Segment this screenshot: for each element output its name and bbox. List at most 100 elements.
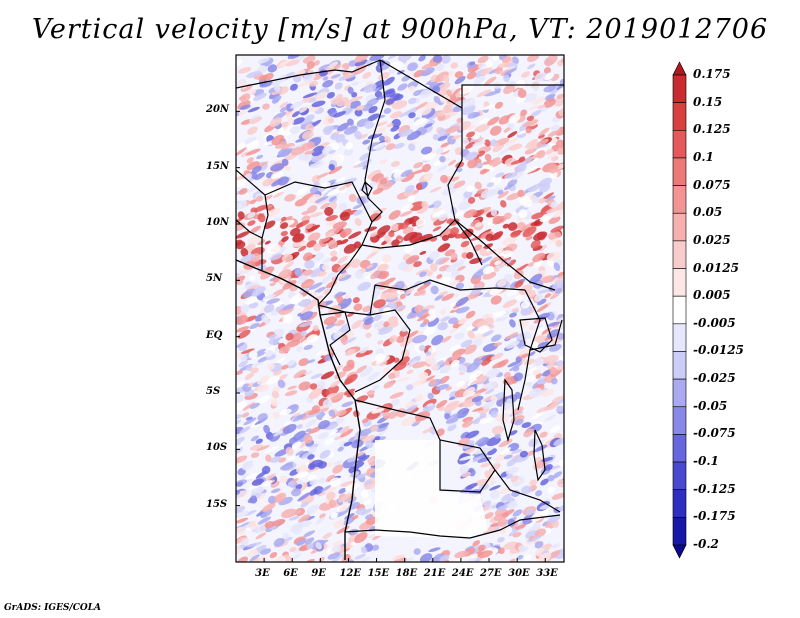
field-blob <box>277 373 288 382</box>
field-blob <box>458 316 470 325</box>
field-blob <box>421 163 431 173</box>
field-blob <box>305 428 312 433</box>
field-blob <box>547 363 555 370</box>
colorbar-label: -0.125 <box>693 481 736 496</box>
field-blob <box>340 480 356 487</box>
field-blob <box>538 198 546 204</box>
field-blob <box>396 335 405 344</box>
field-blob <box>302 252 313 262</box>
field-blob <box>399 210 413 217</box>
field-blob <box>440 316 451 322</box>
field-blob <box>298 245 307 252</box>
field-blob <box>494 67 503 75</box>
x-tick-label: 24E <box>451 568 474 579</box>
field-blob <box>531 212 544 220</box>
field-blob <box>466 124 477 131</box>
field-blob <box>328 477 341 488</box>
field-blob <box>320 371 335 380</box>
field-blob <box>468 370 483 380</box>
field-blob <box>377 225 391 235</box>
field-blob <box>499 485 513 494</box>
field-blob <box>404 557 414 562</box>
field-blob <box>516 79 526 89</box>
field-blob <box>281 236 289 242</box>
field-blob <box>311 150 326 163</box>
field-blob <box>497 279 507 288</box>
field-blob <box>420 146 433 155</box>
field-blob <box>370 436 381 444</box>
field-blob <box>308 409 319 416</box>
field-blob <box>528 535 542 543</box>
field-blob <box>384 234 392 243</box>
field-blob <box>314 196 329 203</box>
field-blob <box>358 428 373 437</box>
field-blob <box>390 111 403 119</box>
field-blob <box>317 271 328 277</box>
field-blob <box>266 363 275 371</box>
field-blob <box>472 141 486 146</box>
field-blob <box>268 333 277 339</box>
field-blob <box>520 301 531 309</box>
field-blob <box>483 381 498 390</box>
field-blob <box>510 230 521 238</box>
field-blob <box>556 394 564 402</box>
field-blob <box>477 55 489 64</box>
field-blob <box>429 186 442 193</box>
field-blob <box>322 264 330 271</box>
field-blob <box>494 260 502 266</box>
field-blob <box>419 271 427 278</box>
field-blob <box>438 128 447 137</box>
field-blob <box>406 369 414 374</box>
field-blob <box>391 118 401 128</box>
field-blob <box>520 353 530 359</box>
field-blob <box>334 371 347 380</box>
field-blob <box>467 556 478 562</box>
y-tick-label: 5N <box>206 273 223 285</box>
field-blob <box>432 133 440 141</box>
field-blob <box>240 248 249 257</box>
field-blob <box>503 67 518 76</box>
field-blob <box>498 547 505 555</box>
field-blob <box>486 436 501 447</box>
field-blob <box>512 509 523 517</box>
field-blob <box>501 56 512 63</box>
field-blob <box>423 172 433 181</box>
field-blob <box>301 451 313 459</box>
field-blob <box>325 219 338 227</box>
field-blob <box>362 71 372 79</box>
field-blob <box>303 370 313 375</box>
field-blob <box>406 130 422 141</box>
field-blob <box>236 315 249 325</box>
field-blob <box>542 192 554 200</box>
field-blob <box>405 288 414 295</box>
field-blob <box>553 97 564 107</box>
field-blob <box>345 141 353 150</box>
field-blob <box>525 508 534 516</box>
colorbar-segment <box>672 240 687 269</box>
field-blob <box>254 348 268 357</box>
field-blob <box>370 270 381 280</box>
field-blob <box>428 547 441 553</box>
field-blob <box>412 334 428 344</box>
field-blob <box>490 490 500 499</box>
field-blob <box>353 303 363 311</box>
field-blob <box>255 438 263 444</box>
field-blob <box>544 292 552 299</box>
field-blob <box>461 382 470 388</box>
colorbar-segment <box>672 61 687 76</box>
field-blob <box>479 256 493 265</box>
field-blob <box>543 98 556 108</box>
field-blob <box>556 332 564 340</box>
colorbar-label: -0.2 <box>693 537 719 551</box>
field-blob <box>249 554 260 562</box>
field-blob <box>364 480 372 486</box>
field-blob <box>354 531 368 544</box>
field-blob <box>445 416 459 424</box>
field-blob <box>345 483 360 492</box>
field-blob <box>298 358 309 367</box>
field-blob <box>472 540 481 547</box>
field-blob <box>249 199 257 205</box>
field-blob <box>435 71 449 83</box>
field-blob <box>267 495 277 505</box>
field-blob <box>460 339 473 348</box>
